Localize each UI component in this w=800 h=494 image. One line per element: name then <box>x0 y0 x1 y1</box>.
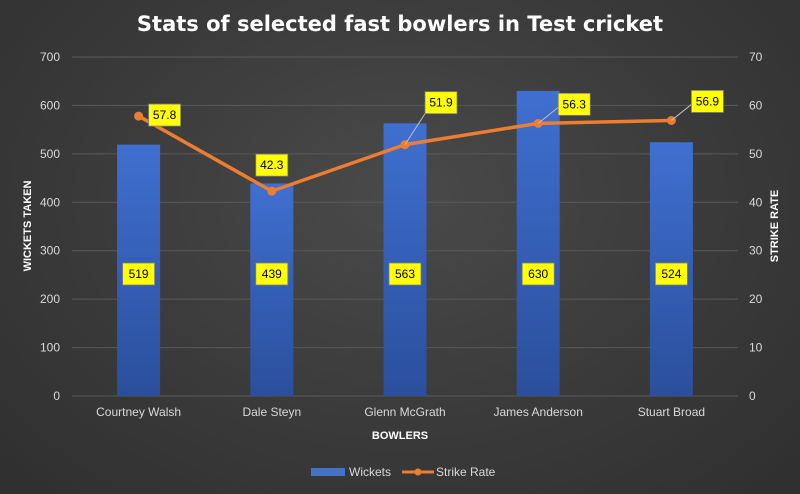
legend-strike-rate-label: Strike Rate <box>436 465 496 479</box>
x-tick-label: James Anderson <box>494 405 583 419</box>
y2-tick-label: 30 <box>749 244 763 258</box>
line-data-label: 56.9 <box>696 94 720 108</box>
y-tick-label: 400 <box>40 195 60 209</box>
data-labels: 519 439 563 630 524 57.8 42.3 51.9 56.3 56.9 <box>122 90 724 286</box>
chart-title: Stats of selected fast bowlers in Test c… <box>137 12 663 36</box>
x-tick-label: Dale Steyn <box>242 405 301 419</box>
bar-data-label: 630 <box>528 267 548 281</box>
y-tick-label: 200 <box>40 292 60 306</box>
line-data-label: 51.9 <box>429 96 453 110</box>
line-point <box>267 186 277 196</box>
y-tick-label: 700 <box>40 50 60 64</box>
x-tick-label: Courtney Walsh <box>96 405 181 419</box>
tick-labels: 0 100 200 300 400 500 600 700 0 10 20 30 40 50 60 70 Cou… <box>40 50 763 419</box>
line-point <box>134 111 144 121</box>
line-data-label: 57.8 <box>153 108 177 122</box>
bar <box>250 183 294 396</box>
line-data-label: 42.3 <box>260 158 284 172</box>
legend-wickets-swatch <box>311 468 345 476</box>
y2-tick-label: 60 <box>749 98 763 112</box>
y2-tick-label: 50 <box>749 147 763 161</box>
y-tick-label: 300 <box>40 244 60 258</box>
bar-data-label-box <box>122 262 155 286</box>
line-data-label-box <box>255 153 289 177</box>
leader-line <box>537 106 559 124</box>
y-axis-title: WICKETS TAKEN <box>22 181 34 272</box>
y2-tick-label: 20 <box>749 292 763 306</box>
bar <box>383 123 427 397</box>
bar <box>516 90 560 397</box>
bars <box>117 90 693 397</box>
y-tick-label: 100 <box>40 341 60 355</box>
line-data-label-box <box>557 92 591 116</box>
leader-line <box>671 104 692 121</box>
bar-data-label: 524 <box>661 267 681 281</box>
bar-data-label-box <box>521 262 555 286</box>
y-tick-label: 0 <box>53 389 60 403</box>
legend-strike-rate-marker <box>414 468 422 476</box>
y-tick-label: 500 <box>40 147 60 161</box>
y-tick-label: 600 <box>40 98 60 112</box>
line-data-label-box <box>691 90 724 113</box>
label-leader-lines <box>404 104 692 145</box>
y2-axis-title: STRIKE RATE <box>769 190 781 263</box>
line-data-label-box <box>148 103 182 127</box>
x-tick-label: Glenn McGrath <box>364 405 445 419</box>
legend-wickets-label: Wickets <box>349 465 391 479</box>
leader-line <box>404 110 428 145</box>
y2-tick-label: 70 <box>749 50 763 64</box>
line-data-label-box <box>424 91 458 115</box>
bar-data-label: 563 <box>395 267 415 281</box>
legend: Wickets Strike Rate <box>311 465 496 479</box>
y2-tick-label: 0 <box>749 389 756 403</box>
y2-tick-label: 10 <box>749 341 763 355</box>
line-data-label: 56.3 <box>563 97 587 111</box>
x-tick-label: Stuart Broad <box>638 405 705 419</box>
x-axis-title: BOWLERS <box>372 430 428 442</box>
y2-tick-label: 40 <box>749 195 763 209</box>
bar-data-label-box <box>255 262 289 286</box>
bar-data-label: 439 <box>262 267 282 281</box>
bar-data-label-box <box>655 262 688 286</box>
bar-data-label-box <box>388 262 422 286</box>
bar-data-label: 519 <box>129 267 149 281</box>
